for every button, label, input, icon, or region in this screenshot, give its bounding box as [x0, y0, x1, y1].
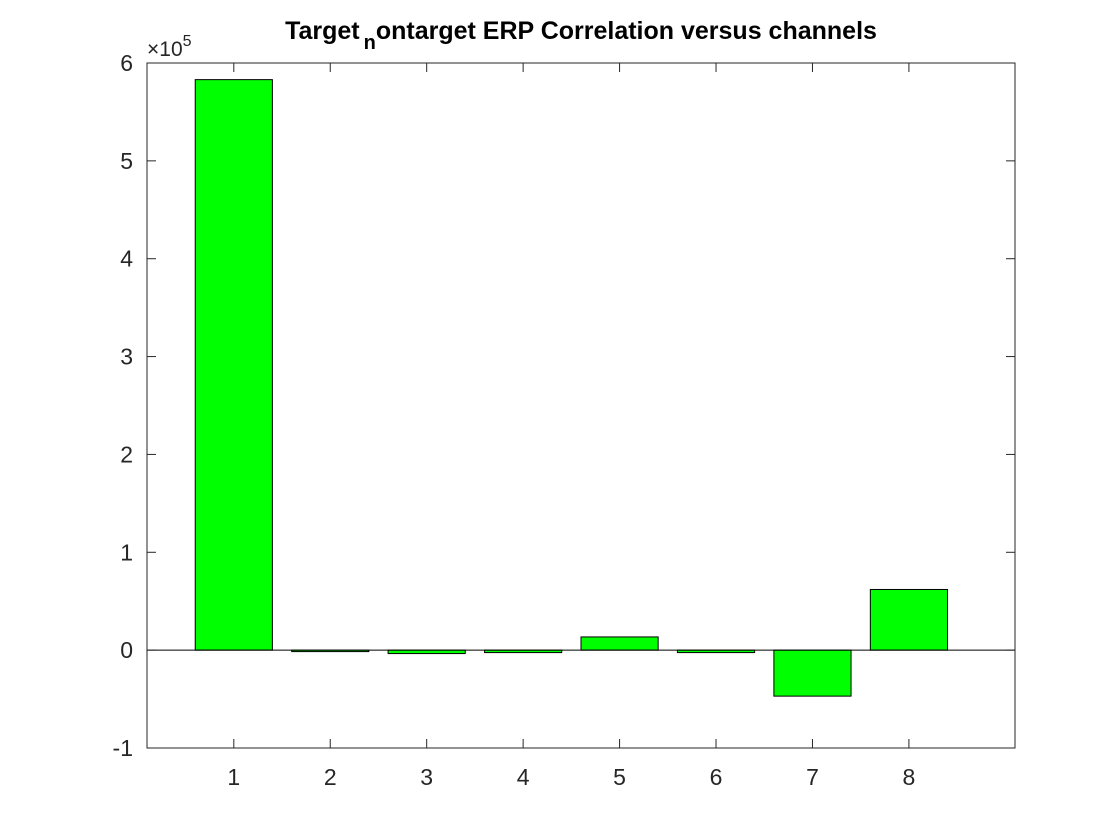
bar-5 — [580, 636, 659, 651]
y-tick-label: 6 — [120, 50, 133, 76]
x-tick-label: 4 — [517, 764, 530, 790]
chart-title: Target nontarget ERP Correlation versus c… — [285, 17, 877, 54]
y-tick-label: 4 — [120, 246, 133, 272]
y-tick-label: 2 — [120, 441, 133, 467]
x-tick-label: 7 — [806, 764, 819, 790]
y-axis-exponent: ×105 — [147, 33, 192, 61]
bar-1 — [194, 79, 273, 651]
bar-8 — [869, 588, 948, 651]
y-tick-label: 0 — [120, 637, 133, 663]
x-tick-label: 2 — [324, 764, 337, 790]
axes-box — [146, 62, 1016, 749]
bar-7 — [773, 649, 852, 697]
chart-title-rest: ontarget ERP Correlation versus channels — [376, 17, 877, 45]
y-tick-label: -1 — [113, 735, 133, 761]
y-tick-label: 5 — [120, 148, 133, 174]
x-tick-label: 3 — [420, 764, 433, 790]
chart-title-subscript: n — [364, 32, 376, 54]
plot-area: -1 0 1 2 3 4 5 6 1 2 3 4 5 6 7 8 — [113, 50, 1016, 790]
x-tick-label: 6 — [710, 764, 723, 790]
y-tick-label: 1 — [120, 539, 133, 565]
y-exponent-power: 5 — [183, 33, 192, 50]
bar-3 — [387, 649, 466, 655]
chart-title-main: Target — [285, 17, 360, 45]
y-exponent-prefix: ×10 — [147, 38, 183, 61]
x-tick-label: 8 — [903, 764, 916, 790]
y-tick-label: 3 — [120, 344, 133, 370]
svg-text:×105: ×105 — [147, 33, 192, 61]
x-tick-label: 1 — [227, 764, 240, 790]
x-tick-label: 5 — [613, 764, 626, 790]
